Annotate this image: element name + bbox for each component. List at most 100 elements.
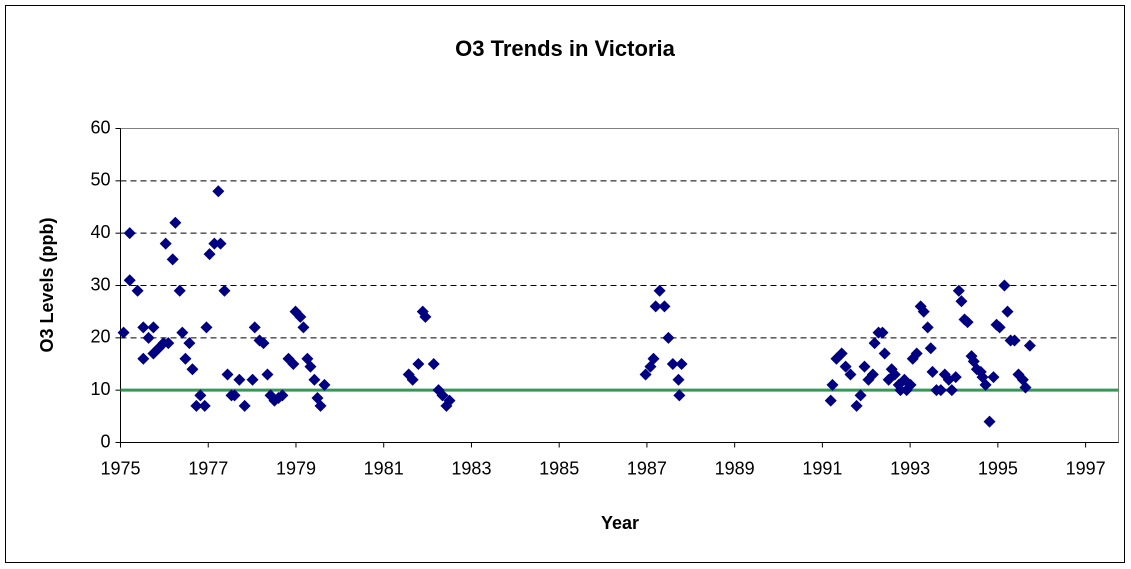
- x-tick-label: 1991: [802, 458, 842, 478]
- data-point: [987, 371, 1000, 384]
- data-point: [297, 321, 310, 334]
- data-point: [878, 347, 891, 360]
- data-point: [238, 399, 251, 412]
- data-point: [854, 389, 867, 402]
- y-tick-label: 50: [90, 170, 110, 190]
- y-tick-label: 40: [90, 222, 110, 242]
- x-tick-label: 1985: [539, 458, 579, 478]
- data-point: [1008, 334, 1021, 347]
- data-point: [123, 274, 136, 287]
- data-point: [839, 360, 852, 373]
- data-point: [419, 310, 432, 323]
- data-point: [1001, 305, 1014, 318]
- data-point: [190, 399, 203, 412]
- data-point: [169, 216, 182, 229]
- data-point: [221, 368, 234, 381]
- data-point: [412, 358, 425, 370]
- data-point: [824, 394, 837, 407]
- data-point: [123, 227, 136, 240]
- data-point: [647, 352, 660, 365]
- x-tick-label: 1975: [100, 458, 140, 478]
- data-point: [653, 284, 666, 297]
- x-tick-label: 1983: [451, 458, 491, 478]
- data-point: [261, 368, 274, 381]
- data-point: [1019, 381, 1032, 394]
- x-tick-label: 1979: [276, 458, 316, 478]
- data-point: [427, 358, 440, 370]
- data-point: [406, 373, 419, 386]
- data-point: [866, 368, 879, 381]
- data-point: [904, 378, 917, 391]
- data-point: [443, 394, 456, 407]
- data-point: [142, 331, 155, 344]
- data-point: [961, 316, 974, 329]
- data-point: [117, 326, 130, 339]
- y-tick-label: 10: [90, 379, 110, 399]
- data-point: [294, 310, 307, 323]
- data-point: [955, 295, 968, 308]
- data-point: [998, 279, 1011, 292]
- data-point: [858, 360, 871, 373]
- data-point: [203, 248, 216, 261]
- data-point: [675, 358, 688, 370]
- data-point: [218, 284, 231, 297]
- data-point: [945, 384, 958, 397]
- data-point: [662, 331, 675, 344]
- data-point: [934, 384, 947, 397]
- data-point: [198, 399, 211, 412]
- data-point: [287, 358, 300, 370]
- data-point: [876, 326, 889, 339]
- data-point: [159, 237, 172, 250]
- data-point: [173, 284, 186, 297]
- data-point: [228, 389, 241, 402]
- data-point: [979, 378, 992, 391]
- data-point: [926, 365, 939, 378]
- data-point: [436, 389, 449, 402]
- data-point: [137, 321, 150, 334]
- x-tick-label: 1995: [978, 458, 1018, 478]
- data-point: [673, 389, 686, 402]
- x-tick-label: 1989: [715, 458, 755, 478]
- data-point: [194, 389, 207, 402]
- data-point: [850, 399, 863, 412]
- data-point: [162, 337, 175, 350]
- data-point: [200, 321, 213, 334]
- chart-title: O3 Trends in Victoria: [455, 36, 675, 61]
- data-point: [318, 378, 331, 391]
- data-point: [639, 368, 652, 381]
- data-point: [183, 337, 196, 350]
- data-point: [314, 399, 327, 412]
- data-point: [917, 305, 930, 318]
- x-tick-label: 1993: [890, 458, 930, 478]
- data-point: [186, 363, 199, 376]
- data-point: [888, 368, 901, 381]
- data-point: [1023, 339, 1036, 352]
- data-point: [179, 352, 192, 365]
- y-tick-label: 30: [90, 274, 110, 294]
- y-tick-label: 20: [90, 327, 110, 347]
- data-point: [147, 321, 160, 334]
- x-tick-label: 1987: [627, 458, 667, 478]
- x-tick-label: 1977: [188, 458, 228, 478]
- x-axis-title: Year: [601, 513, 639, 533]
- data-point: [868, 337, 881, 350]
- x-tick-label: 1981: [364, 458, 404, 478]
- data-point: [952, 284, 965, 297]
- data-point: [304, 360, 317, 373]
- data-point: [835, 347, 848, 360]
- data-point: [212, 185, 225, 198]
- data-point: [649, 300, 662, 313]
- data-point: [924, 342, 937, 355]
- data-point: [894, 384, 907, 397]
- data-point: [658, 300, 671, 313]
- data-point: [1012, 368, 1025, 381]
- data-point: [246, 373, 259, 386]
- data-point: [166, 253, 179, 266]
- data-point: [214, 237, 227, 250]
- data-point: [844, 368, 857, 381]
- data-point: [672, 373, 685, 386]
- data-point: [826, 378, 839, 391]
- data-point: [993, 321, 1006, 334]
